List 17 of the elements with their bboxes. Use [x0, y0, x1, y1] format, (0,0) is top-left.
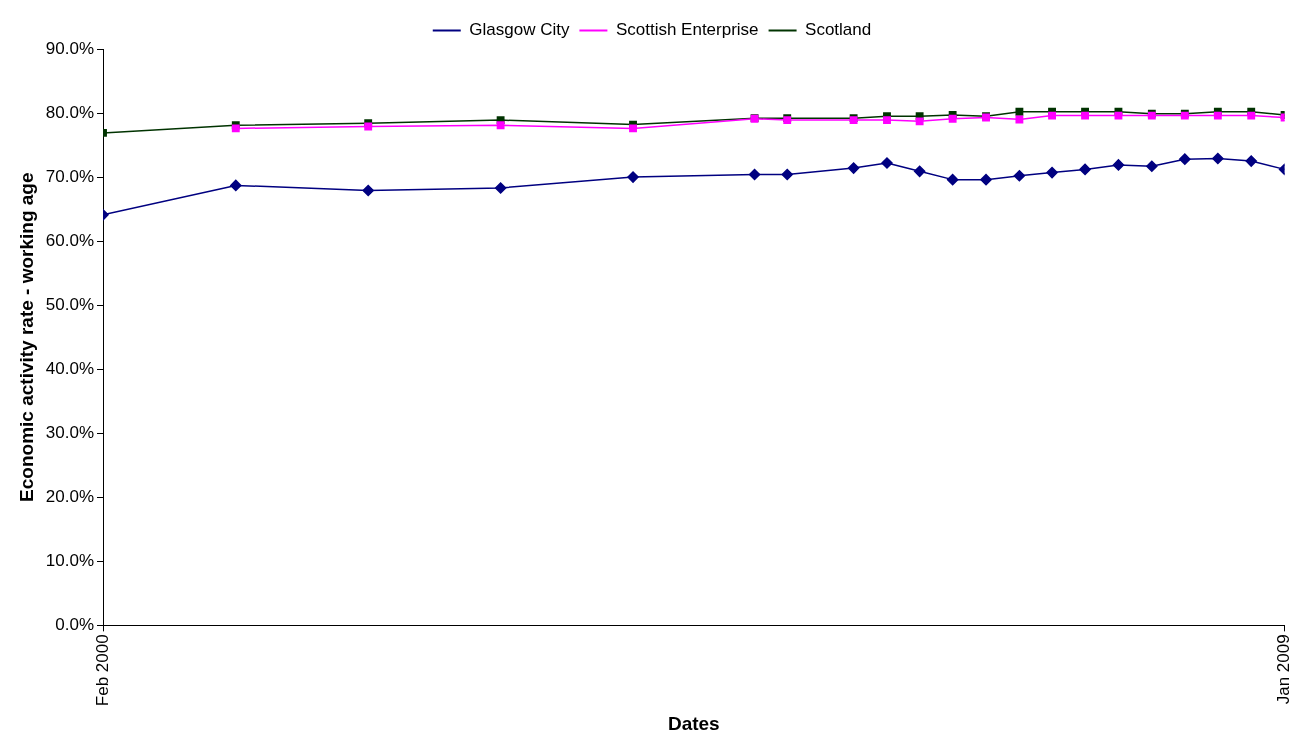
x-tick-label: Jan 2009: [1274, 634, 1294, 705]
legend-label: Scottish Enterprise: [615, 20, 759, 40]
legend-label: Glasgow City: [469, 20, 570, 40]
y-tick-label: 40.0%: [45, 358, 94, 378]
y-tick-label: 20.0%: [45, 486, 94, 506]
y-tick-label: 10.0%: [45, 551, 94, 571]
y-tick-label: 50.0%: [45, 294, 94, 314]
y-tick-label: 80.0%: [45, 102, 94, 122]
x-axis-title: Dates: [667, 712, 720, 734]
y-tick-label: 0.0%: [55, 615, 94, 635]
y-tick-label: 90.0%: [45, 38, 94, 58]
y-tick-label: 60.0%: [45, 230, 94, 250]
y-tick-label: 70.0%: [45, 166, 94, 186]
legend-label: Scotland: [805, 20, 872, 40]
x-tick-label: Feb 2000: [92, 634, 112, 707]
y-tick-label: 30.0%: [45, 422, 94, 442]
y-axis-title: Economic activity rate - working age: [15, 172, 37, 502]
